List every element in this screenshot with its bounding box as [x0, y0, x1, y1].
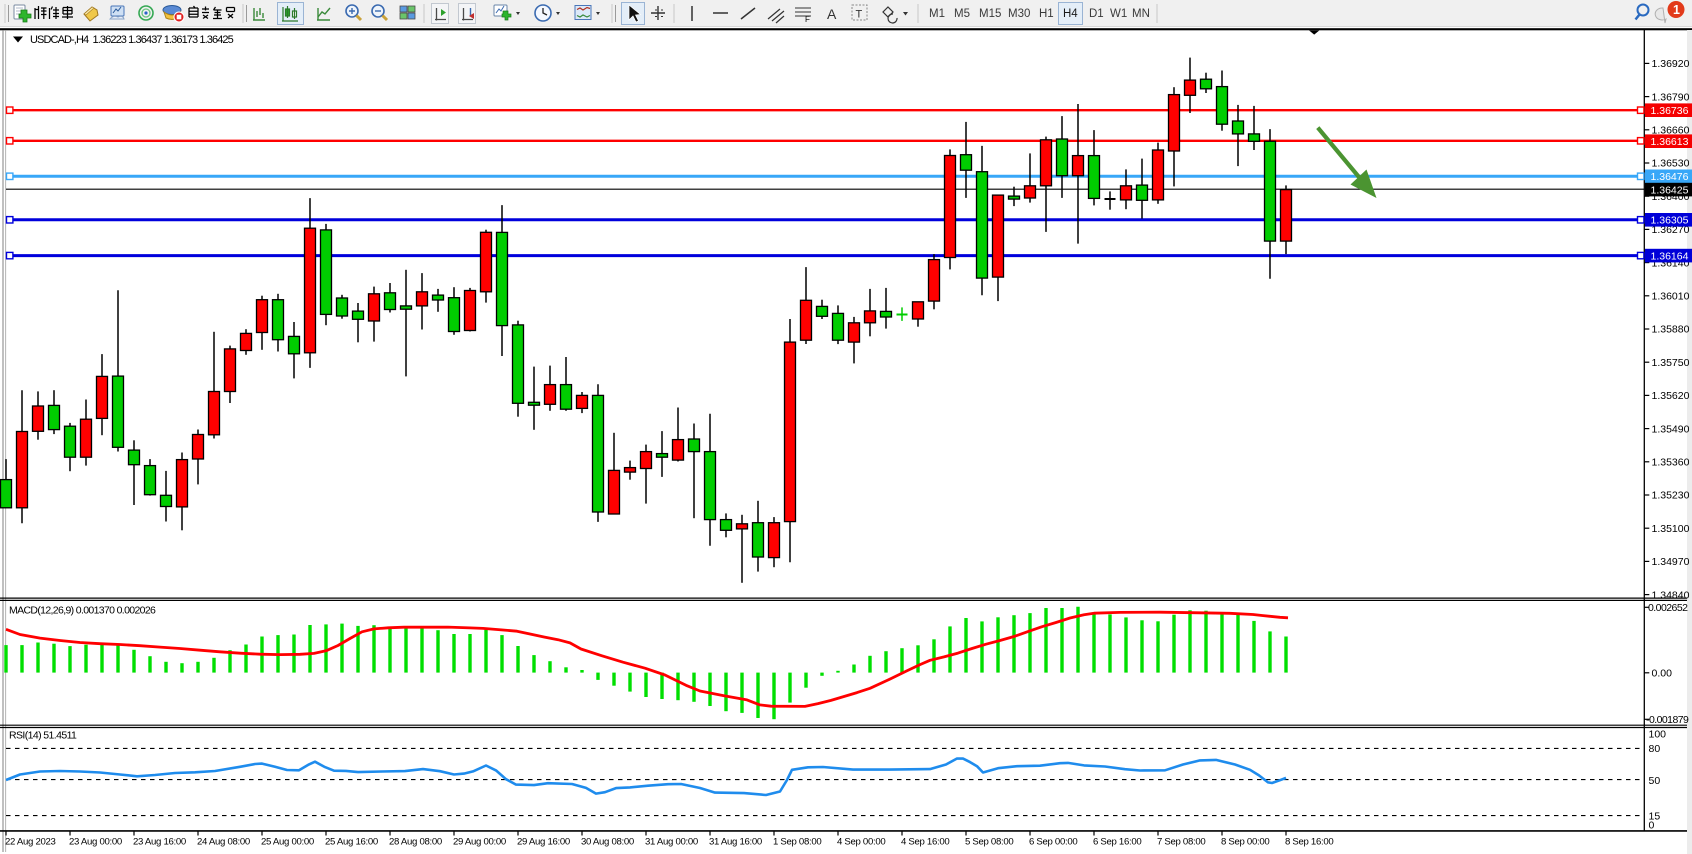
svg-text:23 Aug 00:00: 23 Aug 00:00 [69, 837, 122, 848]
svg-text:1.36530: 1.36530 [1652, 158, 1690, 170]
svg-text:50: 50 [1649, 775, 1661, 787]
svg-text:1.36305: 1.36305 [1651, 215, 1689, 227]
svg-text:W1: W1 [1110, 8, 1127, 20]
svg-text:29 Aug 00:00: 29 Aug 00:00 [453, 837, 506, 848]
svg-text:1.35360: 1.35360 [1652, 457, 1690, 469]
svg-text:0.002652: 0.002652 [1648, 602, 1688, 614]
svg-text:A: A [827, 6, 837, 22]
svg-text:1.36613: 1.36613 [1651, 136, 1689, 148]
svg-text:8 Sep 00:00: 8 Sep 00:00 [1221, 837, 1269, 848]
svg-text:80: 80 [1649, 743, 1661, 755]
svg-text:25 Aug 16:00: 25 Aug 16:00 [325, 837, 378, 848]
svg-text:H4: H4 [1063, 8, 1078, 20]
svg-text:6 Sep 16:00: 6 Sep 16:00 [1093, 837, 1141, 848]
svg-text:25 Aug 00:00: 25 Aug 00:00 [261, 837, 314, 848]
svg-text:0.00: 0.00 [1652, 668, 1673, 680]
svg-text:1.36660: 1.36660 [1652, 125, 1690, 137]
svg-text:8 Sep 16:00: 8 Sep 16:00 [1285, 837, 1333, 848]
svg-text:1.36736: 1.36736 [1651, 105, 1689, 117]
svg-text:D1: D1 [1089, 8, 1104, 20]
svg-text:1.34840: 1.34840 [1652, 589, 1690, 601]
svg-text:1.35880: 1.35880 [1652, 324, 1690, 336]
svg-text:24 Aug 08:00: 24 Aug 08:00 [197, 837, 250, 848]
svg-text:1.36476: 1.36476 [1651, 171, 1689, 183]
svg-text:T: T [856, 9, 863, 21]
svg-text:1.36164: 1.36164 [1651, 251, 1689, 263]
svg-text:4 Sep 16:00: 4 Sep 16:00 [901, 837, 949, 848]
svg-text:100: 100 [1649, 728, 1667, 740]
svg-text:30 Aug 08:00: 30 Aug 08:00 [581, 837, 634, 848]
svg-text:1: 1 [1673, 3, 1680, 17]
svg-text:5 Sep 08:00: 5 Sep 08:00 [965, 837, 1013, 848]
svg-text:1.35620: 1.35620 [1652, 390, 1690, 402]
svg-text:F: F [805, 15, 810, 24]
svg-text:31 Aug 16:00: 31 Aug 16:00 [709, 837, 762, 848]
svg-text:M30: M30 [1008, 8, 1030, 20]
svg-text:4 Sep 00:00: 4 Sep 00:00 [837, 837, 885, 848]
svg-text:15: 15 [1649, 810, 1661, 822]
svg-text:6 Sep 00:00: 6 Sep 00:00 [1029, 837, 1077, 848]
svg-text:1.36010: 1.36010 [1652, 291, 1690, 303]
svg-text:23 Aug 16:00: 23 Aug 16:00 [133, 837, 186, 848]
svg-text:1.36270: 1.36270 [1652, 224, 1690, 236]
svg-text:1.35100: 1.35100 [1652, 523, 1690, 535]
svg-text:1.35750: 1.35750 [1652, 357, 1690, 369]
svg-text:M1: M1 [929, 8, 945, 20]
svg-text:1.35230: 1.35230 [1652, 490, 1690, 502]
svg-text:7 Sep 08:00: 7 Sep 08:00 [1157, 837, 1205, 848]
svg-text:1.36425: 1.36425 [1651, 185, 1689, 197]
svg-text:-0.001879: -0.001879 [1646, 714, 1689, 726]
svg-text:MACD(12,26,9) 0.001370 0.00202: MACD(12,26,9) 0.001370 0.002026 [9, 605, 156, 617]
svg-text:M5: M5 [954, 8, 970, 20]
svg-text:28 Aug 08:00: 28 Aug 08:00 [389, 837, 442, 848]
svg-text:1.36790: 1.36790 [1652, 91, 1690, 103]
svg-text:USDCAD-,H4 1.36223 1.36437 1.: USDCAD-,H4 1.36223 1.36437 1.36173 1.364… [30, 34, 234, 46]
svg-text:MN: MN [1132, 8, 1150, 20]
svg-text:0: 0 [1649, 819, 1655, 831]
svg-text:1.35490: 1.35490 [1652, 423, 1690, 435]
svg-text:M15: M15 [979, 8, 1001, 20]
svg-text:1.34970: 1.34970 [1652, 556, 1690, 568]
svg-text:RSI(14) 51.4511: RSI(14) 51.4511 [9, 730, 77, 742]
svg-text:31 Aug 00:00: 31 Aug 00:00 [645, 837, 698, 848]
svg-text:1.36920: 1.36920 [1652, 58, 1690, 70]
svg-text:H1: H1 [1039, 8, 1054, 20]
svg-text:1 Sep 08:00: 1 Sep 08:00 [773, 837, 821, 848]
svg-text:29 Aug 16:00: 29 Aug 16:00 [517, 837, 570, 848]
svg-text:22 Aug 2023: 22 Aug 2023 [5, 837, 56, 848]
